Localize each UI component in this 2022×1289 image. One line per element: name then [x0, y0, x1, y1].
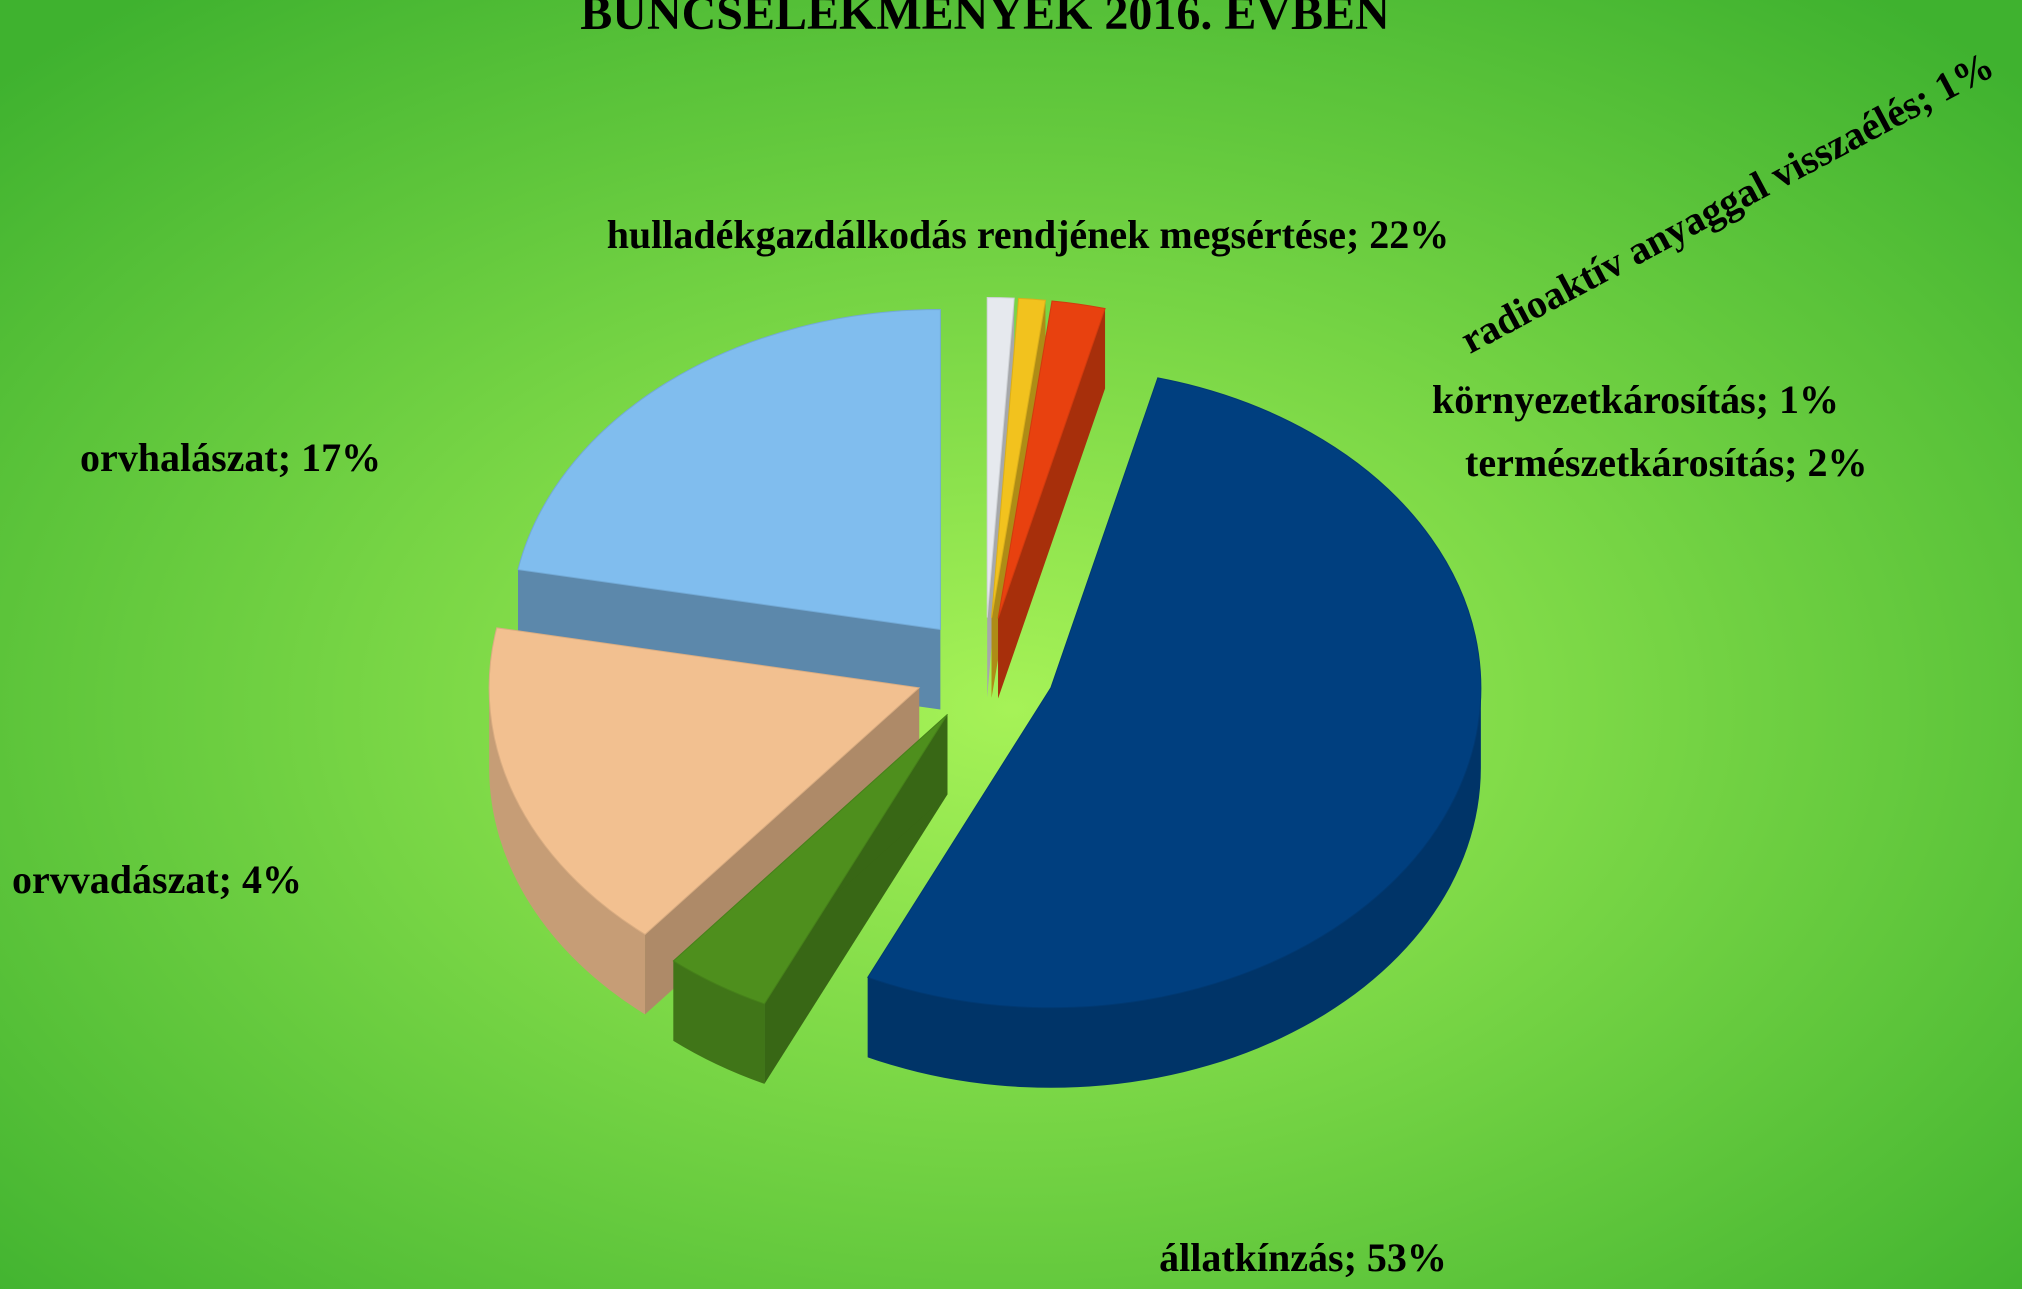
data-label: hulladékgazdálkodás rendjének megsértése… [607, 212, 1450, 257]
chart-title: BŰNCSELEKMÉNYEK 2016. ÉVBEN [580, 0, 1390, 40]
data-label: környezetkárosítás; 1% [1432, 377, 1839, 422]
slice [488, 627, 921, 935]
slice [517, 309, 941, 631]
slice-wall [673, 960, 765, 1084]
slice [991, 297, 1047, 618]
slice-side [517, 569, 941, 710]
slice [672, 713, 948, 1005]
slice [997, 300, 1106, 619]
data-label: orvhalászat; 17% [80, 435, 381, 480]
pie [488, 297, 1482, 1088]
slice-side [998, 308, 1106, 699]
data-label: orvvadászat; 4% [12, 857, 302, 902]
data-label: állatkínzás; 53% [1159, 1235, 1447, 1280]
slice [986, 297, 1015, 618]
slice [867, 377, 1482, 1009]
slice-wall [489, 687, 646, 1015]
data-label: természetkárosítás; 2% [1465, 440, 1867, 485]
slice-wall [867, 687, 1481, 1088]
